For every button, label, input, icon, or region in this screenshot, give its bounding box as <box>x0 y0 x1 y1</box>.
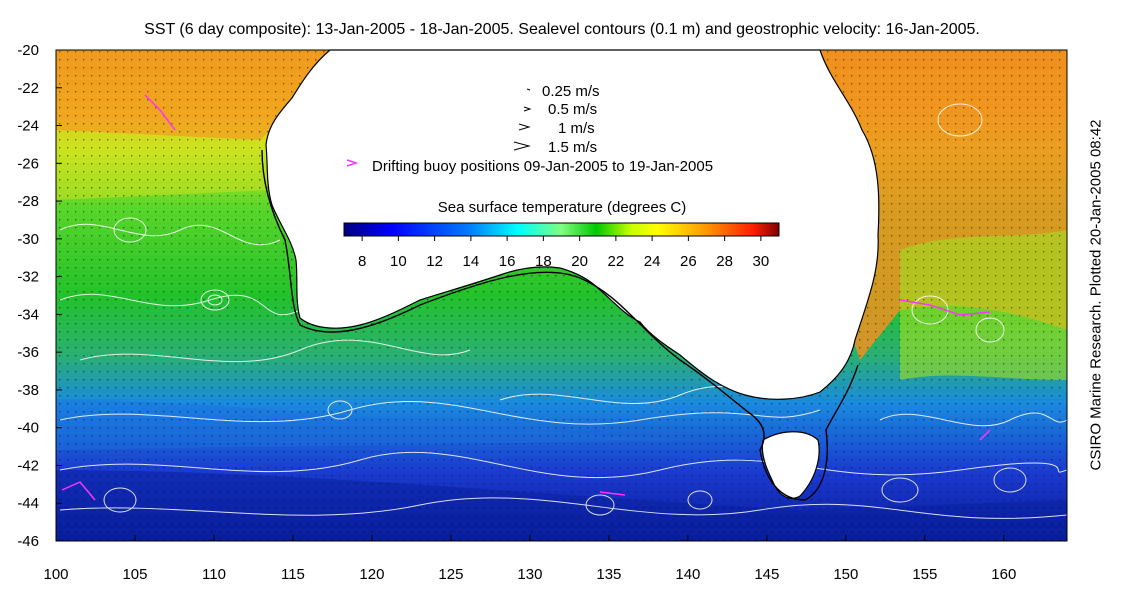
y-tick-label: -24 <box>17 118 39 135</box>
x-tick-label: 135 <box>596 566 621 583</box>
x-tick-label: 140 <box>675 566 700 583</box>
velocity-label-1.5: 1.5 m/s <box>548 139 597 156</box>
y-axis: -20 -22 -24 -26 -28 -30 -32 -34 -36 -38 -40 -42 -44 -… <box>17 42 62 550</box>
y-tick-label: -36 <box>17 344 39 361</box>
x-tick-label: 145 <box>754 566 779 583</box>
colorbar-tick-label: 22 <box>608 253 625 270</box>
colorbar-tick-label: 8 <box>358 253 366 270</box>
colorbar-tick-label: 24 <box>644 253 661 270</box>
colorbar-gradient <box>343 222 780 237</box>
buoy-tracks <box>61 94 991 501</box>
x-tick-label: 100 <box>43 566 68 583</box>
y-tick-label: -30 <box>17 231 39 248</box>
x-tick-label: 130 <box>517 566 542 583</box>
colorbar-tick-label: 26 <box>680 253 697 270</box>
x-tick-label: 120 <box>359 566 384 583</box>
y-tick-label: -26 <box>17 155 39 172</box>
colorbar-tick-label: 18 <box>535 253 552 270</box>
buoy-marker-icon <box>346 159 359 167</box>
x-tick-label: 155 <box>912 566 937 583</box>
velocity-legend: 0.25 m/s 0.5 m/s 1 m/s 1.5 m/s Drifting … <box>346 83 713 175</box>
x-tick-label: 115 <box>281 566 305 583</box>
y-tick-label: -28 <box>17 193 39 210</box>
colorbar-tick-label: 14 <box>463 253 480 270</box>
y-tick-label: -32 <box>17 269 39 286</box>
colorbar-tick-label: 12 <box>426 253 443 270</box>
sealevel-contours <box>59 103 1067 519</box>
velocity-label-0.25: 0.25 m/s <box>542 83 600 100</box>
colorbar-title: Sea surface temperature (degrees C) <box>438 199 686 216</box>
y-tick-label: -42 <box>17 457 39 474</box>
y-tick-label: -20 <box>17 42 39 59</box>
x-axis: 100 105 110 115 120 125 130 135 140 145 150 155 160 <box>43 535 1016 583</box>
colorbar-tick-label: 16 <box>499 253 516 270</box>
plot-frame <box>55 49 1068 542</box>
y-tick-label: -40 <box>17 420 39 437</box>
colorbar-tick-label: 20 <box>571 253 588 270</box>
buoy-legend-label: Drifting buoy positions 09-Jan-2005 to 1… <box>372 158 713 175</box>
colorbar-tick-label: 10 <box>390 253 407 270</box>
y-tick-label: -44 <box>17 495 39 512</box>
x-tick-label: 150 <box>833 566 858 583</box>
y-tick-label: -46 <box>17 533 39 550</box>
y-tick-label: -38 <box>17 382 39 399</box>
y-tick-label: -22 <box>17 80 39 97</box>
credit-label: CSIRO Marine Research. Plotted 20-Jan-20… <box>1087 119 1105 471</box>
x-tick-label: 160 <box>991 566 1016 583</box>
velocity-arrow-icon <box>513 88 532 151</box>
colorbar: Sea surface temperature (degrees C) 8 10 1… <box>343 199 780 270</box>
x-tick-label: 110 <box>202 566 226 583</box>
y-tick-label: -34 <box>17 306 39 323</box>
x-tick-label: 105 <box>122 566 147 583</box>
chart-title: SST (6 day composite): 13-Jan-2005 - 18-… <box>144 21 980 38</box>
x-tick-label: 125 <box>438 566 463 583</box>
sst-field <box>56 50 1067 541</box>
colorbar-tick-label: 28 <box>716 253 733 270</box>
velocity-label-1: 1 m/s <box>558 120 595 137</box>
colorbar-tick-label: 30 <box>753 253 770 270</box>
velocity-label-0.5: 0.5 m/s <box>548 101 597 118</box>
